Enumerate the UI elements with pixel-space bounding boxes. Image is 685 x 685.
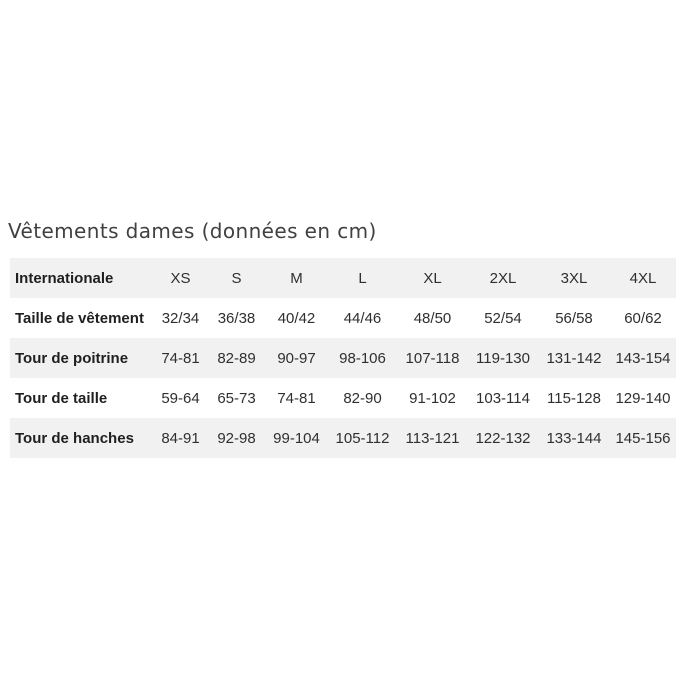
- header-size-cell: XL: [423, 269, 442, 287]
- header-label-cell: Internationale: [15, 269, 114, 287]
- value-cell: 98-106: [339, 349, 386, 367]
- value-cell: 48/50: [413, 309, 452, 327]
- value-cell: 82-89: [217, 349, 256, 367]
- value-cell: 115-128: [547, 389, 601, 407]
- value-cell: 74-81: [277, 389, 316, 407]
- value-cell: 90-97: [277, 349, 316, 367]
- value-cell: 103-114: [476, 389, 530, 407]
- value-cell: 74-81: [161, 349, 200, 367]
- header-size-cell: 2XL: [489, 269, 517, 287]
- header-size-cell: 3XL: [560, 269, 588, 287]
- value-cell: 59-64: [161, 389, 200, 407]
- table-row: Tour de taille 59-64 65-73 74-81 82-90 9…: [10, 378, 676, 418]
- row-label-cell: Tour de hanches: [15, 429, 134, 447]
- value-cell: 84-91: [161, 429, 200, 447]
- value-cell: 107-118: [405, 349, 460, 367]
- value-cell: 133-144: [546, 429, 602, 447]
- table-row: Tour de hanches 84-91 92-98 99-104 105-1…: [10, 418, 676, 458]
- value-cell: 119-130: [476, 349, 530, 367]
- row-label-cell: Taille de vêtement: [15, 309, 144, 327]
- value-cell: 65-73: [217, 389, 256, 407]
- value-cell: 92-98: [217, 429, 256, 447]
- row-label-cell: Tour de poitrine: [15, 349, 129, 367]
- header-size-cell: M: [290, 269, 303, 287]
- value-cell: 40/42: [277, 309, 316, 327]
- header-size-cell: S: [231, 269, 242, 287]
- value-cell: 113-121: [405, 429, 460, 447]
- row-label-cell: Tour de taille: [15, 389, 108, 407]
- header-size-cell: 4XL: [629, 269, 657, 287]
- value-cell: 131-142: [546, 349, 602, 367]
- value-cell: 129-140: [615, 389, 671, 407]
- header-size-cell: XS: [170, 269, 191, 287]
- value-cell: 82-90: [343, 389, 382, 407]
- value-cell: 36/38: [217, 309, 256, 327]
- value-cell: 60/62: [624, 309, 662, 327]
- value-cell: 122-132: [475, 429, 531, 447]
- page-title: Vêtements dames (données en cm): [8, 219, 377, 243]
- table-header-row: Internationale XS S M L XL 2XL 3XL 4XL: [10, 258, 676, 298]
- value-cell: 105-112: [335, 429, 390, 447]
- value-cell: 99-104: [273, 429, 320, 447]
- value-cell: 32/34: [161, 309, 200, 327]
- value-cell: 52/54: [484, 309, 522, 327]
- value-cell: 56/58: [555, 309, 593, 327]
- table-row: Taille de vêtement 32/34 36/38 40/42 44/…: [10, 298, 676, 338]
- value-cell: 145-156: [615, 429, 671, 447]
- value-cell: 91-102: [409, 389, 456, 407]
- header-size-cell: L: [358, 269, 367, 287]
- value-cell: 44/46: [343, 309, 382, 327]
- size-table: Internationale XS S M L XL 2XL 3XL 4XL T…: [10, 258, 676, 458]
- value-cell: 143-154: [615, 349, 671, 367]
- table-row: Tour de poitrine 74-81 82-89 90-97 98-10…: [10, 338, 676, 378]
